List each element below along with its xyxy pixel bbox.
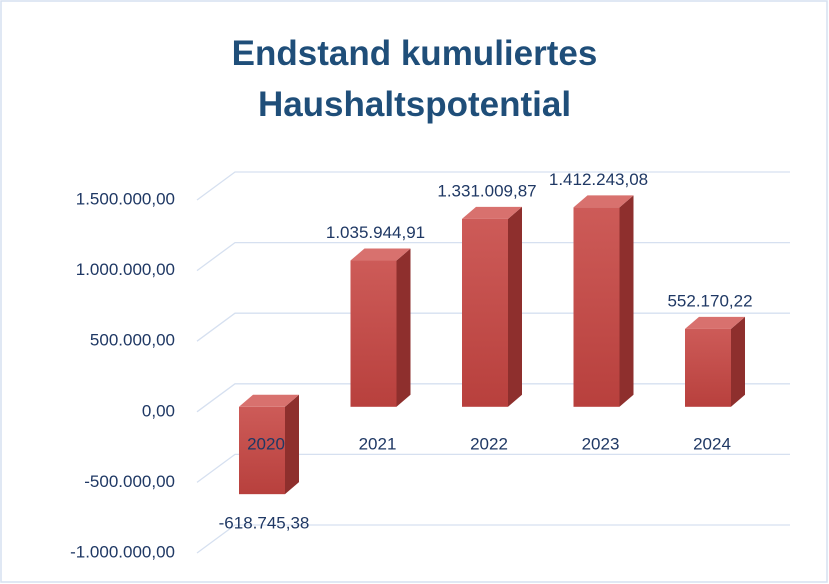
y-tick-label: -500.000,00 (84, 472, 175, 491)
value-label: 552.170,22 (667, 291, 752, 310)
bar-side (285, 394, 299, 495)
y-tick-label: 1.000.000,00 (76, 260, 175, 279)
bar (685, 328, 731, 407)
y-tick-label: 0,00 (142, 401, 175, 420)
bar-side (396, 248, 411, 407)
value-label: 1.331.009,87 (437, 181, 536, 200)
grid-line (196, 453, 790, 483)
bar-top (462, 206, 522, 219)
y-tick-label: 1.500.000,00 (76, 189, 175, 208)
y-tick-label: 500.000,00 (90, 331, 175, 350)
bar (573, 207, 620, 407)
value-label: 1.412.243,08 (549, 170, 648, 189)
chart-title: Endstand kumuliertes Haushaltspotential (231, 34, 598, 124)
x-tick-label: 2023 (582, 434, 620, 453)
grid-line (196, 524, 790, 554)
bar-top (350, 248, 411, 261)
bar-top (573, 195, 634, 208)
bar-side (508, 206, 522, 407)
value-label: -618.745,38 (219, 514, 310, 533)
title-box: Endstand kumuliertes Haushaltspotential (0, 28, 829, 130)
x-tick-label: 2020 (247, 434, 285, 453)
bar (350, 260, 397, 407)
y-tick-label: -1.000.000,00 (70, 542, 175, 561)
x-tick-label: 2022 (470, 434, 508, 453)
bar (462, 218, 508, 407)
grid-line (196, 171, 790, 201)
bar-top (239, 394, 299, 407)
bar-top (685, 316, 745, 329)
bar (239, 406, 285, 495)
value-label: 1.035.944,91 (326, 223, 425, 242)
x-tick-label: 2024 (693, 434, 731, 453)
x-tick-label: 2021 (359, 434, 397, 453)
bar-side (731, 316, 745, 407)
bar-side (619, 195, 634, 407)
